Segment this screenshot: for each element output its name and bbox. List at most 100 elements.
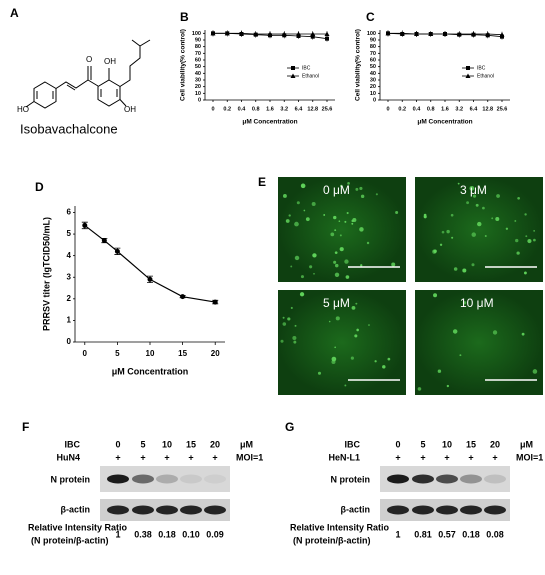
dose-label: 0 bbox=[115, 439, 120, 449]
cell bbox=[387, 357, 391, 361]
cell bbox=[334, 272, 340, 278]
sign-label: + bbox=[395, 452, 400, 462]
cell bbox=[360, 264, 363, 267]
cell bbox=[282, 322, 287, 326]
protein-label: N protein bbox=[51, 474, 91, 484]
micrograph bbox=[278, 177, 406, 282]
cell bbox=[366, 241, 370, 245]
x-tick-label: 10 bbox=[146, 349, 155, 358]
cell bbox=[469, 185, 475, 191]
image-label: 0 μM bbox=[323, 183, 350, 197]
marker bbox=[101, 238, 107, 244]
cell bbox=[338, 220, 341, 223]
y-axis-label: Cell viability(% control) bbox=[180, 29, 187, 101]
cell bbox=[355, 302, 358, 305]
dose-label: 10 bbox=[162, 439, 172, 449]
panel-label: B bbox=[180, 10, 189, 24]
y-tick-label: 40 bbox=[195, 71, 201, 77]
cell bbox=[352, 217, 357, 222]
ratio-label: (N protein/β-actin) bbox=[31, 535, 109, 545]
atom: OH bbox=[124, 105, 136, 114]
bond bbox=[119, 99, 127, 107]
cell bbox=[334, 251, 338, 255]
cell bbox=[439, 243, 443, 246]
cell bbox=[527, 239, 532, 244]
y-tick-label: 70 bbox=[195, 51, 201, 57]
marker bbox=[291, 66, 295, 70]
cell bbox=[521, 332, 525, 336]
y-tick-label: 0 bbox=[373, 97, 376, 103]
y-tick-label: 5 bbox=[67, 229, 72, 238]
cell bbox=[294, 255, 300, 261]
band bbox=[460, 505, 482, 515]
cell bbox=[462, 301, 467, 305]
cell bbox=[339, 234, 342, 237]
atom: HO bbox=[17, 105, 29, 114]
moi-label: MOI=1 bbox=[516, 452, 543, 462]
y-tick-label: 10 bbox=[195, 91, 201, 97]
marker bbox=[442, 31, 448, 36]
y-tick-label: 20 bbox=[370, 84, 376, 90]
treatment-label: IBC bbox=[65, 439, 81, 449]
panel-label: A bbox=[10, 6, 19, 20]
band bbox=[180, 474, 202, 484]
dose-label: 5 bbox=[420, 439, 425, 449]
cell bbox=[301, 183, 304, 186]
compound-name: Isobavachalcone bbox=[20, 121, 118, 136]
cell bbox=[525, 235, 528, 238]
cell bbox=[331, 359, 336, 365]
virus-label: HuN4 bbox=[56, 452, 80, 462]
atom: OH bbox=[104, 57, 116, 66]
y-tick-label: 10 bbox=[370, 91, 376, 97]
unit-label: μM bbox=[520, 439, 533, 449]
image-label: 10 μM bbox=[460, 296, 494, 310]
cell bbox=[471, 263, 475, 267]
cell bbox=[533, 230, 535, 232]
bond bbox=[131, 39, 141, 47]
cell bbox=[453, 267, 458, 271]
band bbox=[412, 505, 434, 515]
y-tick-label: 30 bbox=[370, 77, 376, 83]
cell bbox=[344, 220, 347, 223]
x-tick-label: 15 bbox=[178, 349, 187, 358]
band bbox=[156, 505, 178, 515]
marker bbox=[212, 299, 218, 305]
sign-label: + bbox=[164, 452, 169, 462]
y-tick-label: 1 bbox=[67, 316, 72, 325]
ratio-value: 0.10 bbox=[182, 529, 200, 539]
cell bbox=[471, 232, 476, 237]
marker bbox=[499, 32, 505, 37]
cell bbox=[417, 387, 422, 391]
cell bbox=[451, 236, 454, 239]
ratio-value: 1 bbox=[115, 529, 120, 539]
bond bbox=[66, 84, 76, 91]
sign-label: + bbox=[140, 452, 145, 462]
cell bbox=[433, 293, 438, 298]
panel-label: D bbox=[35, 180, 44, 194]
cell bbox=[290, 265, 293, 268]
marker bbox=[325, 36, 329, 41]
x-tick-label: 0.4 bbox=[413, 106, 422, 112]
cell bbox=[299, 292, 305, 297]
y-tick-label: 70 bbox=[370, 51, 376, 57]
y-tick-label: 80 bbox=[370, 44, 376, 50]
axes bbox=[379, 30, 510, 101]
y-tick-label: 40 bbox=[370, 71, 376, 77]
ratio-value: 0.81 bbox=[414, 529, 432, 539]
protein-label: β-actin bbox=[341, 504, 371, 514]
cell bbox=[282, 316, 285, 319]
x-tick-label: 12.8 bbox=[482, 106, 493, 112]
band bbox=[156, 474, 178, 484]
marker bbox=[466, 66, 470, 70]
marker bbox=[385, 30, 391, 36]
ratio-value: 0.18 bbox=[462, 529, 480, 539]
marker bbox=[456, 31, 462, 36]
cell bbox=[305, 217, 310, 222]
ratio-value: 0.57 bbox=[438, 529, 456, 539]
cell bbox=[293, 340, 297, 344]
axes bbox=[204, 30, 335, 101]
cell bbox=[333, 215, 337, 220]
y-tick-label: 90 bbox=[370, 37, 376, 43]
x-axis-label: μM Concentration bbox=[112, 366, 189, 376]
